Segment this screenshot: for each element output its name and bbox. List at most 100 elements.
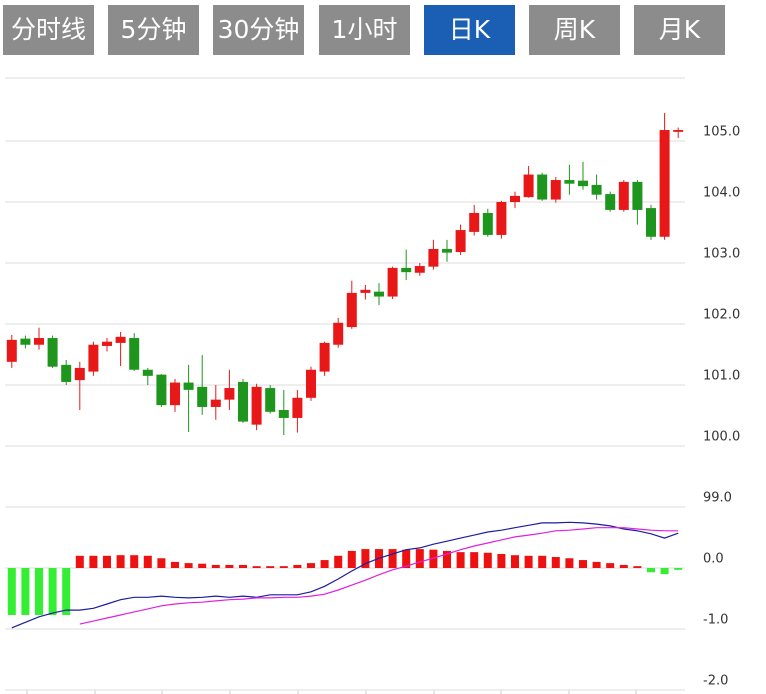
macd-bar [21,568,30,615]
candle-body [210,399,221,407]
candle-body [319,342,330,372]
macd-bar [293,564,302,568]
macd-bar [443,550,451,568]
macd-bar [130,555,139,568]
candle-body [6,339,17,362]
period-tab[interactable]: 分时线 [3,5,94,55]
macd-bar [551,557,560,568]
candle-body [564,180,575,184]
macd-bar [239,564,247,568]
macd-bar [62,568,71,615]
candle-body [414,266,425,273]
candle-body [673,130,684,132]
macd-bar [524,555,533,568]
y-tick-label: 105.0 [703,125,740,140]
macd-bar [579,560,587,568]
candle-body [387,267,398,297]
macd-bar [483,552,492,568]
candle-body [496,202,507,235]
macd-bar [89,555,98,568]
candle-body [306,369,316,398]
macd-bar [7,568,16,615]
macd-bar [347,550,356,568]
period-tab[interactable]: 1小时 [319,5,410,55]
candle-body [523,174,534,198]
macd-bar [511,555,519,568]
macd-bar [388,549,397,568]
y-tick-label: 104.0 [703,186,740,201]
candle-body [537,174,548,200]
macd-bar [252,566,261,568]
candle-body [88,344,99,372]
macd-bar [415,549,424,568]
macd-bar [402,549,411,568]
candle-body [251,386,262,425]
tab-bar: 分时线 5分钟 30分钟 1小时 日K 周K 月K [0,0,766,60]
candle-body [442,248,452,253]
period-tab[interactable]: 5分钟 [108,5,199,55]
candle-body [578,180,588,187]
macd-bar [497,553,506,568]
candle-body [360,289,371,293]
candle-body [115,336,126,343]
candle-body [292,397,303,418]
macd-bar [361,549,370,568]
candle-body [618,181,629,210]
macd-bar [660,568,669,575]
candle-body [20,338,31,345]
candle-body [142,369,153,376]
candle-body [469,212,480,232]
candle-body [102,341,112,346]
macd-bar [211,564,220,568]
macd-bar [143,555,152,568]
candle-body [346,292,357,328]
macd-bar [198,563,207,568]
macd-bar [157,558,166,568]
macd-bar [674,568,683,570]
macd-bar [606,563,615,568]
macd-bar [225,564,234,568]
y-tick-label: 99.0 [703,491,732,506]
candle-body [374,291,384,297]
macd-bar [184,563,193,568]
candle-body [591,184,602,195]
macd-bar [103,555,111,568]
candle-body [659,130,670,237]
macd-bar [334,555,343,568]
candle-body [646,208,656,237]
macd-bar [48,568,57,615]
macd-bar [116,555,125,568]
macd-bar [35,568,43,615]
period-tab[interactable]: 周K [529,5,620,55]
candle-body [197,386,208,407]
candle-body [129,338,140,370]
period-tab[interactable]: 月K [634,5,725,55]
candle-body [510,195,520,202]
macd-bar [633,566,642,568]
candle-body [455,230,466,253]
y-tick-label: 103.0 [703,247,740,262]
y-tick-label: -1.0 [703,613,728,628]
macd-bar [75,555,84,568]
y-tick-label: 100.0 [703,430,740,445]
period-tab[interactable]: 日K [424,5,515,55]
macd-line [79,527,679,625]
period-tab[interactable]: 30分钟 [213,5,304,55]
candle-body [61,364,72,382]
candle-body [333,322,344,345]
candle-body [278,410,289,418]
candle-body [482,212,493,235]
candle-body [605,194,616,210]
candle-body [238,381,248,422]
macd-bar [320,560,329,568]
candle-body [47,338,58,367]
candle-body [170,382,180,406]
y-tick-label: 102.0 [703,308,740,323]
macd-bar [565,558,574,568]
macd-line [11,521,679,629]
candle-body [550,180,561,200]
macd-bar [592,561,601,568]
candle-body [265,388,276,412]
candle-body [428,248,439,267]
